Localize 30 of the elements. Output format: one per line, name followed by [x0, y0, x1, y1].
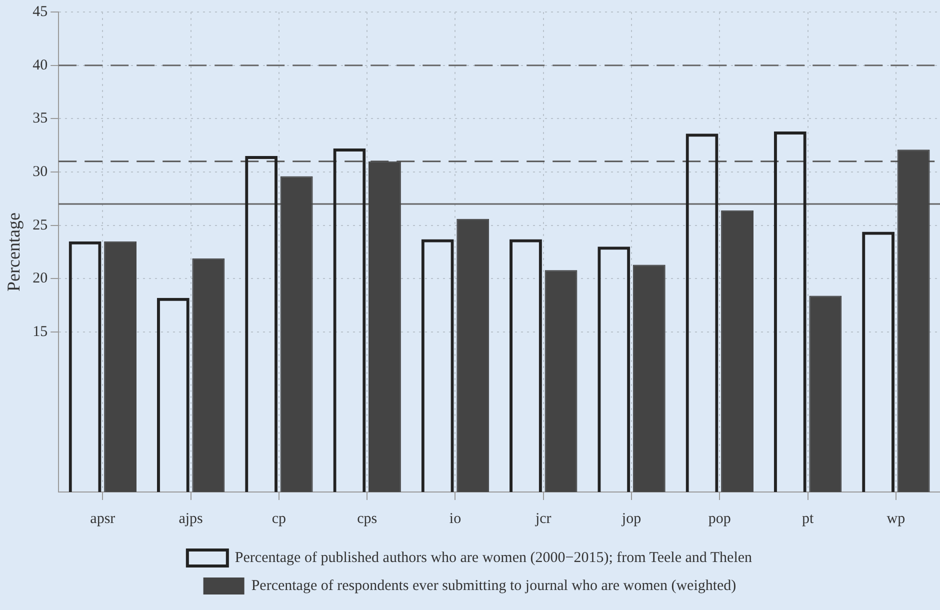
bar: [104, 241, 137, 492]
legend-label: Percentage of published authors who are women (2000−2015); from Teele and Thelen: [234, 550, 753, 566]
bar: [632, 264, 666, 492]
x-tick-label: jcr: [534, 510, 552, 527]
y-tick-label: 45: [32, 4, 48, 20]
y-axis-title: Percentage: [4, 212, 24, 292]
x-tick-label: apsr: [90, 510, 116, 527]
legend-label: Percentage of respondents ever submitting to journal who are women (weighted): [251, 578, 736, 594]
y-tick-label: 40: [32, 57, 48, 74]
x-tick-label: pop: [708, 510, 731, 527]
x-tick-label: io: [449, 510, 462, 527]
bar: [809, 296, 842, 492]
bar: [192, 258, 225, 492]
bar: [368, 161, 401, 492]
x-tick-label: cps: [357, 510, 378, 527]
y-tick-label: 20: [32, 270, 48, 287]
bar: [280, 176, 313, 492]
y-tick-label: 35: [32, 110, 48, 127]
x-tick-label: wp: [886, 510, 906, 527]
x-tick-label: jop: [620, 510, 642, 527]
bar: [456, 218, 490, 492]
y-tick-label: 15: [32, 324, 48, 340]
x-tick-label: ajps: [178, 510, 204, 527]
bar: [544, 270, 578, 492]
bar: [897, 150, 930, 492]
y-tick-label: 25: [32, 217, 48, 234]
x-tick-label: cp: [272, 510, 286, 527]
x-tick-label: pt: [802, 510, 814, 527]
bar: [721, 210, 754, 492]
y-tick-label: 30: [32, 164, 48, 180]
